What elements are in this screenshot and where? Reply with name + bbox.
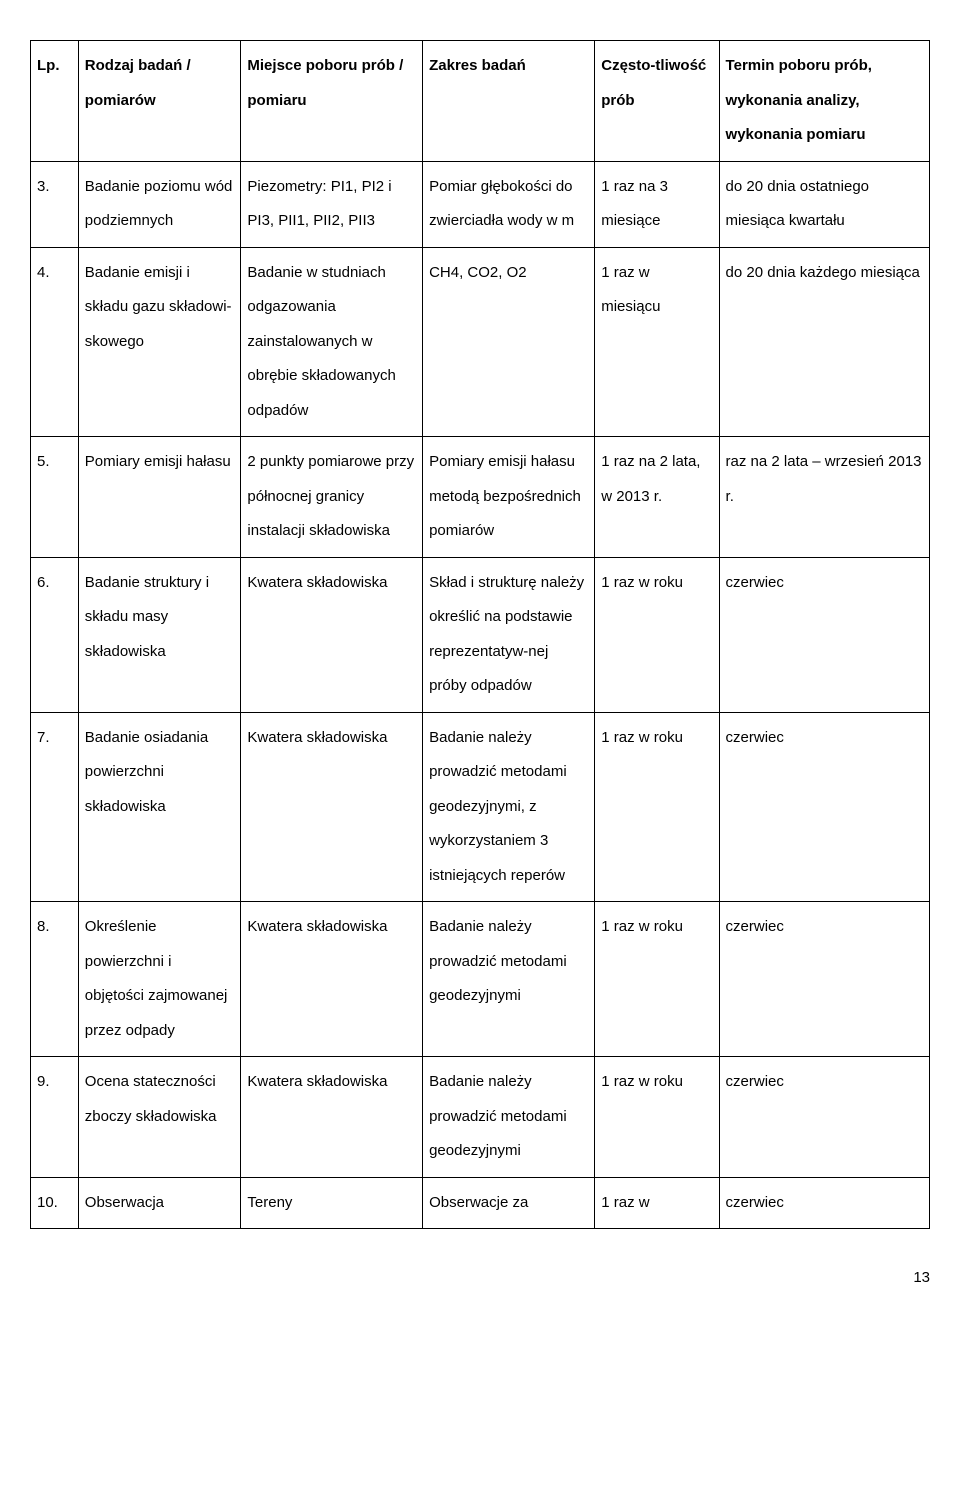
cell-zakres: Badanie należy prowadzić metodami geodez… [423,1057,595,1178]
table-row: 8. Określenie powierzchni i objętości za… [31,902,930,1057]
cell-lp: 6. [31,557,79,712]
header-lp: Lp. [31,41,79,162]
cell-lp: 5. [31,437,79,558]
cell-rodzaj: Badanie poziomu wód podziemnych [78,161,241,247]
cell-zakres: Obserwacje za [423,1177,595,1229]
header-termin: Termin poboru prób, wykonania analizy, w… [719,41,929,162]
data-table: Lp. Rodzaj badań / pomiarów Miejsce pobo… [30,40,930,1229]
cell-lp: 10. [31,1177,79,1229]
cell-czesto: 1 raz w roku [595,1057,719,1178]
cell-czesto: 1 raz w [595,1177,719,1229]
table-row: 10. Obserwacja Tereny Obserwacje za 1 ra… [31,1177,930,1229]
cell-zakres: Badanie należy prowadzić metodami geodez… [423,902,595,1057]
cell-miejsce: Kwatera składowiska [241,902,423,1057]
table-row: 9. Ocena stateczności zboczy składowiska… [31,1057,930,1178]
cell-miejsce: Kwatera składowiska [241,1057,423,1178]
cell-lp: 4. [31,247,79,437]
cell-rodzaj: Pomiary emisji hałasu [78,437,241,558]
cell-czesto: 1 raz w roku [595,557,719,712]
cell-lp: 8. [31,902,79,1057]
cell-lp: 3. [31,161,79,247]
cell-lp: 7. [31,712,79,902]
cell-czesto: 1 raz w roku [595,902,719,1057]
cell-miejsce: Badanie w studniach odgazowania zainstal… [241,247,423,437]
header-miejsce: Miejsce poboru prób / pomiaru [241,41,423,162]
cell-termin: do 20 dnia każdego miesiąca [719,247,929,437]
cell-termin: do 20 dnia ostatniego miesiąca kwartału [719,161,929,247]
cell-termin: czerwiec [719,1177,929,1229]
cell-zakres: Badanie należy prowadzić metodami geodez… [423,712,595,902]
cell-miejsce: 2 punkty pomiarowe przy północnej granic… [241,437,423,558]
cell-termin: raz na 2 lata – wrzesień 2013 r. [719,437,929,558]
cell-czesto: 1 raz na 3 miesiące [595,161,719,247]
table-row: 5. Pomiary emisji hałasu 2 punkty pomiar… [31,437,930,558]
cell-zakres: Pomiar głębokości do zwierciadła wody w … [423,161,595,247]
cell-zakres: Pomiary emisji hałasu metodą bezpośredni… [423,437,595,558]
cell-miejsce: Tereny [241,1177,423,1229]
cell-zakres: CH4, CO2, O2 [423,247,595,437]
cell-zakres: Skład i strukturę należy określić na pod… [423,557,595,712]
cell-rodzaj: Ocena stateczności zboczy składowiska [78,1057,241,1178]
cell-termin: czerwiec [719,712,929,902]
table-row: 4. Badanie emisji i składu gazu składowi… [31,247,930,437]
table-row: 6. Badanie struktury i składu masy skład… [31,557,930,712]
table-row: 3. Badanie poziomu wód podziemnych Piezo… [31,161,930,247]
page-number: 13 [30,1269,930,1286]
cell-czesto: 1 raz w miesiącu [595,247,719,437]
cell-rodzaj: Badanie osiadania powierzchni składowisk… [78,712,241,902]
cell-termin: czerwiec [719,557,929,712]
cell-rodzaj: Określenie powierzchni i objętości zajmo… [78,902,241,1057]
cell-miejsce: Kwatera składowiska [241,712,423,902]
cell-czesto: 1 raz na 2 lata, w 2013 r. [595,437,719,558]
header-zakres: Zakres badań [423,41,595,162]
cell-rodzaj: Badanie emisji i składu gazu składowi-sk… [78,247,241,437]
cell-lp: 9. [31,1057,79,1178]
header-rodzaj: Rodzaj badań / pomiarów [78,41,241,162]
cell-rodzaj: Obserwacja [78,1177,241,1229]
cell-miejsce: Kwatera składowiska [241,557,423,712]
header-czesto: Często-tliwość prób [595,41,719,162]
cell-rodzaj: Badanie struktury i składu masy składowi… [78,557,241,712]
cell-termin: czerwiec [719,1057,929,1178]
table-row: 7. Badanie osiadania powierzchni składow… [31,712,930,902]
cell-termin: czerwiec [719,902,929,1057]
cell-miejsce: Piezometry: PI1, PI2 i PI3, PII1, PII2, … [241,161,423,247]
cell-czesto: 1 raz w roku [595,712,719,902]
